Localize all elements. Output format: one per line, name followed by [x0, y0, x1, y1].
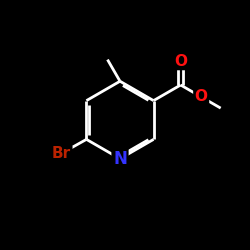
Text: O: O	[195, 90, 208, 104]
Text: O: O	[174, 54, 187, 69]
Text: Br: Br	[52, 146, 71, 162]
Text: N: N	[113, 150, 127, 168]
